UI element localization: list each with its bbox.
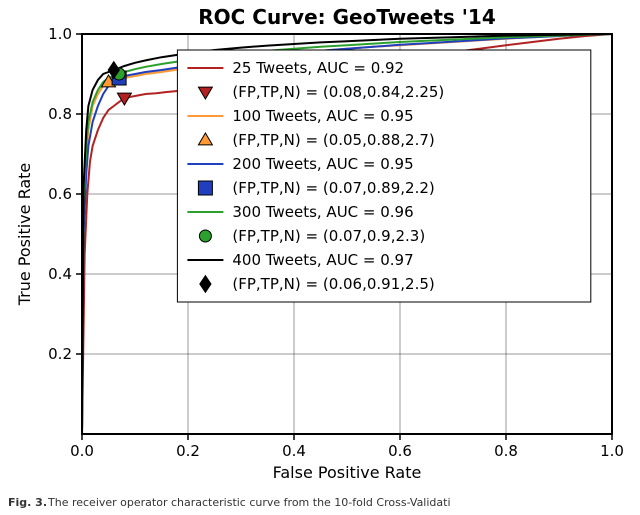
legend-marker-label: (FP,TP,N) = (0.07,0.9,2.3) [232,227,425,245]
xtick-label: 0.4 [282,442,306,460]
legend-label: 400 Tweets, AUC = 0.97 [232,251,413,269]
caption-text: The receiver operator characteristic cur… [47,496,451,509]
xtick-label: 0.6 [388,442,412,460]
chart-title: ROC Curve: GeoTweets '14 [198,5,496,29]
legend-marker-label: (FP,TP,N) = (0.07,0.89,2.2) [232,179,434,197]
caption-prefix: Fig. 3. [8,496,47,509]
marker-circle [199,230,211,242]
x-axis-label: False Positive Rate [273,463,422,482]
ytick-label: 1.0 [48,25,72,43]
xtick-label: 0.0 [70,442,94,460]
xtick-label: 1.0 [600,442,624,460]
ytick-label: 0.2 [48,345,72,363]
xtick-label: 0.8 [494,442,518,460]
legend-label: 300 Tweets, AUC = 0.96 [232,203,413,221]
legend-marker-label: (FP,TP,N) = (0.08,0.84,2.25) [232,83,444,101]
legend-label: 200 Tweets, AUC = 0.95 [232,155,413,173]
y-axis-label: True Positive Rate [15,163,34,307]
legend-marker-label: (FP,TP,N) = (0.06,0.91,2.5) [232,275,434,293]
ytick-label: 0.8 [48,105,72,123]
chart-svg: 0.0 0.2 0.4 0.6 0.8 1.0 0.2 0.4 0.6 0.8 1.0 False P… [0,0,640,515]
marker-square [198,181,212,195]
roc-chart: 0.0 0.2 0.4 0.6 0.8 1.0 0.2 0.4 0.6 0.8 1.0 False P… [0,0,640,515]
legend-label: 100 Tweets, AUC = 0.95 [232,107,413,125]
legend-marker-label: (FP,TP,N) = (0.05,0.88,2.7) [232,131,434,149]
xtick-label: 0.2 [176,442,200,460]
ytick-label: 0.4 [48,265,72,283]
legend-label: 25 Tweets, AUC = 0.92 [232,59,404,77]
ytick-label: 0.6 [48,185,72,203]
